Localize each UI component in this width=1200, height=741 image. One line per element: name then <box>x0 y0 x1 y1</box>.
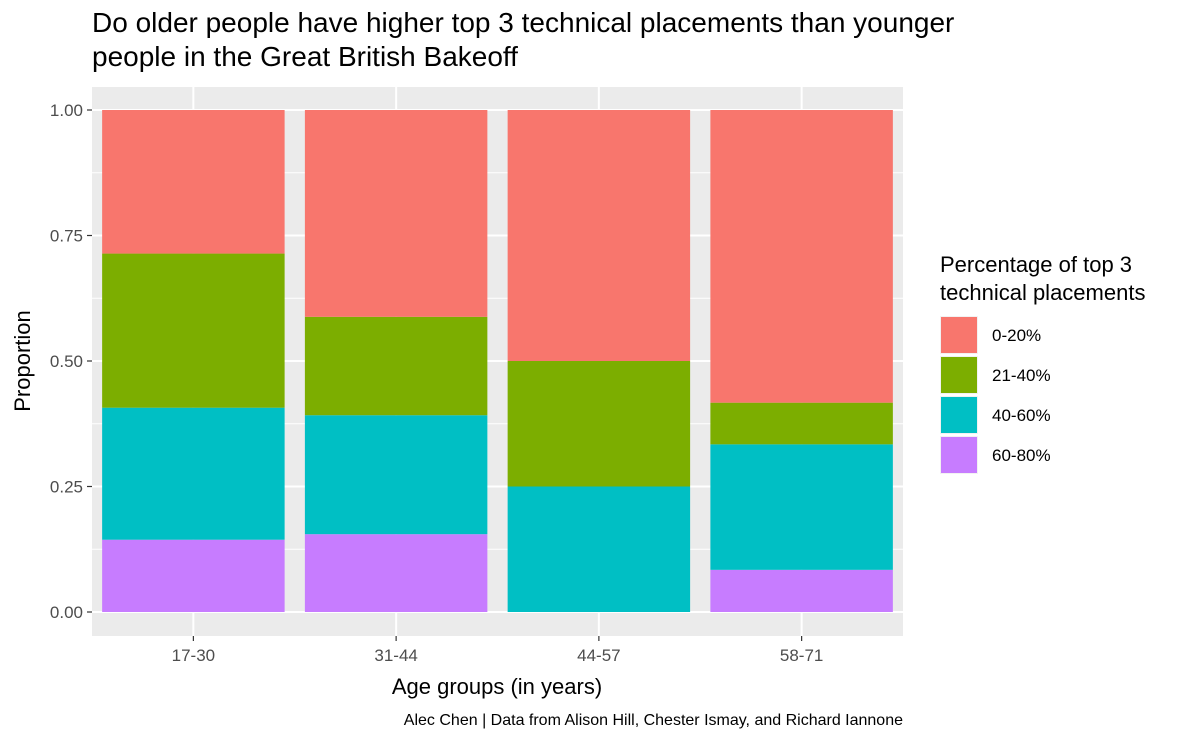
legend-title-line-1: Percentage of top 3 <box>940 252 1132 277</box>
bar-segment <box>304 110 488 317</box>
bar-segment <box>102 253 285 408</box>
legend-items: 0-20% 21-40% 40-60% 60-80% <box>940 316 1051 474</box>
legend-label: 0-20% <box>992 326 1041 345</box>
bar-segment <box>304 415 488 535</box>
y-tick-label: 0.25 <box>50 478 83 497</box>
bar-segment <box>710 569 893 612</box>
chart-caption: Alec Chen | Data from Alison Hill, Chest… <box>404 712 903 729</box>
legend-key <box>941 357 977 393</box>
legend-label: 21-40% <box>992 366 1051 385</box>
y-tick-label: 1.00 <box>50 101 83 120</box>
legend-key <box>941 437 977 473</box>
x-axis-title: Age groups (in years) <box>392 674 602 699</box>
y-axis-title: Proportion <box>10 310 35 412</box>
x-tick-label: 31-44 <box>374 646 417 665</box>
legend-label: 40-60% <box>992 406 1051 425</box>
bar-segment <box>710 444 893 570</box>
bar-segment <box>304 316 488 416</box>
bars <box>102 110 893 612</box>
y-tick-label: 0.00 <box>50 603 83 622</box>
bar-segment <box>710 110 893 403</box>
y-tick-label: 0.75 <box>50 227 83 246</box>
legend-key <box>941 317 977 353</box>
bar-segment <box>507 110 691 361</box>
x-axis: 17-30 31-44 44-57 58-71 <box>172 636 823 665</box>
bar-segment <box>507 361 691 487</box>
chart-title: Do older people have higher top 3 techni… <box>92 7 955 72</box>
bar-segment <box>102 110 285 254</box>
legend-label: 60-80% <box>992 446 1051 465</box>
x-tick-label: 44-57 <box>577 646 620 665</box>
bar-segment <box>304 534 488 612</box>
legend-key <box>941 397 977 433</box>
y-axis: 0.00 0.25 0.50 0.75 1.00 <box>50 101 92 622</box>
bar-segment <box>102 539 285 612</box>
legend: Percentage of top 3 technical placements… <box>940 252 1145 474</box>
x-tick-label: 58-71 <box>780 646 823 665</box>
bar-segment <box>102 407 285 540</box>
bar-segment <box>507 486 691 612</box>
bar-segment <box>710 402 893 445</box>
x-tick-label: 17-30 <box>172 646 215 665</box>
legend-title-line-2: technical placements <box>940 280 1145 305</box>
y-tick-label: 0.50 <box>50 352 83 371</box>
